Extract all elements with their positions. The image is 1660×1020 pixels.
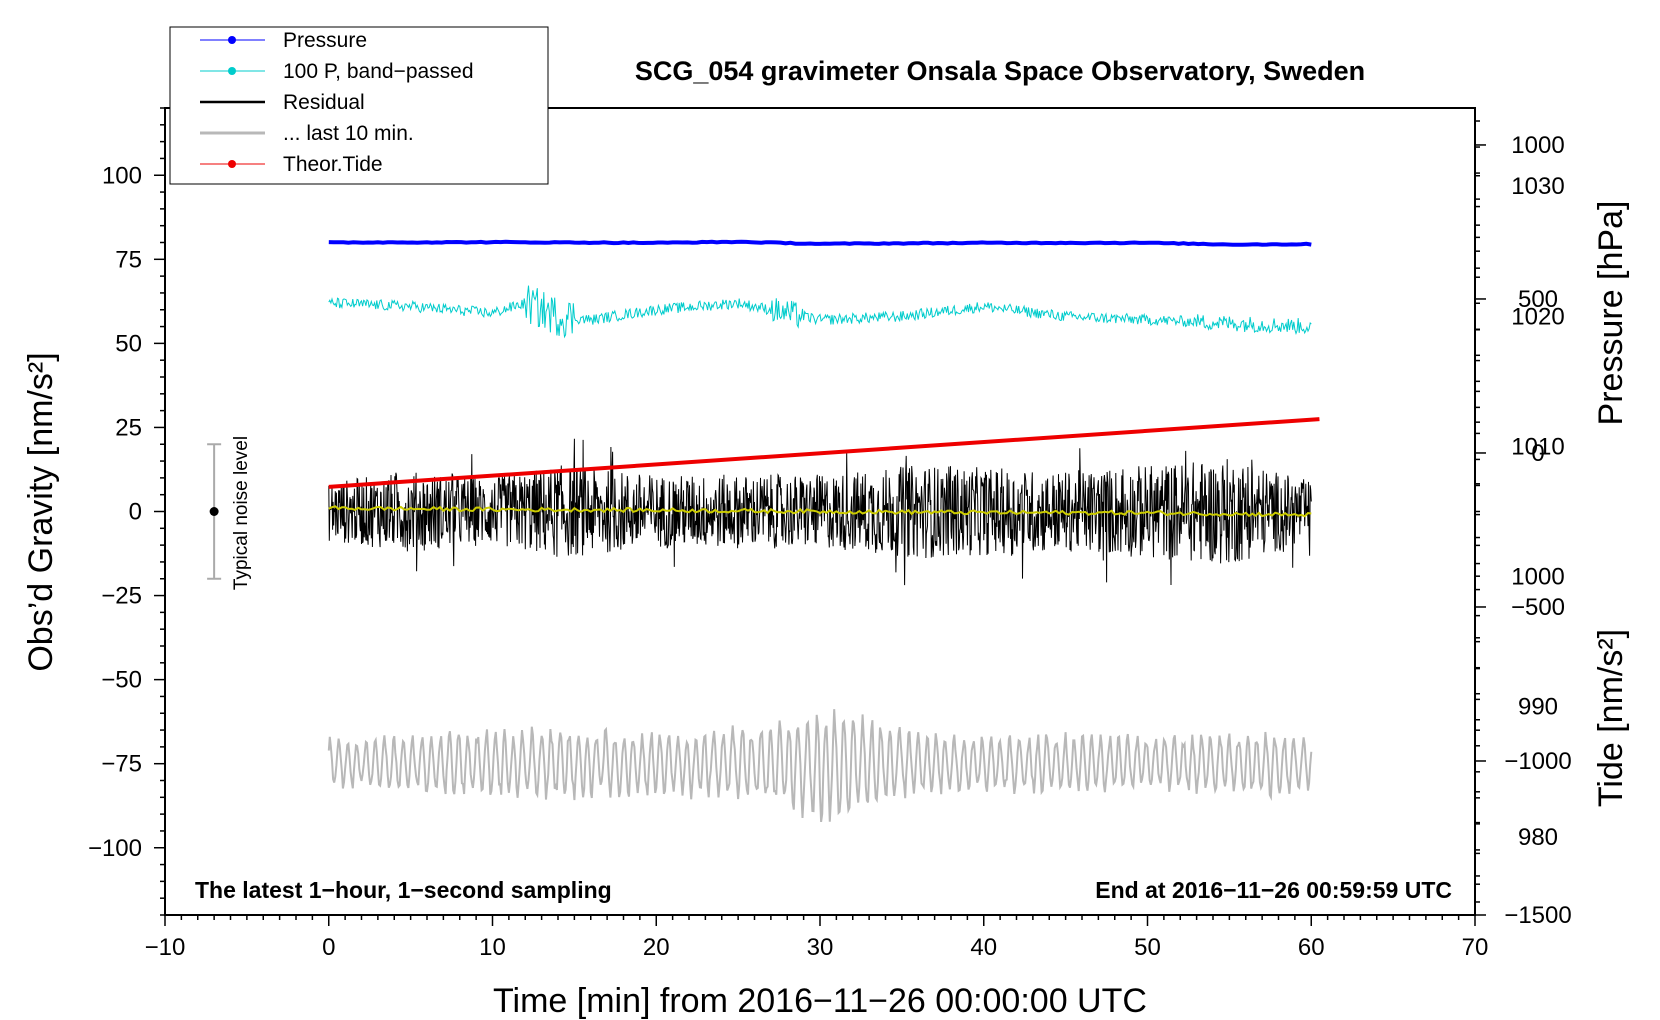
x-tick-label: 70 <box>1462 934 1489 961</box>
legend-label-tide: Theor.Tide <box>283 153 383 176</box>
x-tick-label: 30 <box>807 934 834 961</box>
y-tick-label: 50 <box>115 330 142 357</box>
y-tick-label: −75 <box>101 751 142 778</box>
sampling-note: The latest 1−hour, 1−second sampling <box>195 877 612 903</box>
pressure-tick-labels: 1030 1020 1010 1000 990 980 <box>1511 173 1564 851</box>
y-tick-label: −100 <box>88 835 142 862</box>
series-tide-line <box>328 417 1320 489</box>
end-time-note: End at 2016−11−26 00:59:59 UTC <box>1095 877 1452 903</box>
series-residual-line <box>328 438 1312 586</box>
pressure-tick-label: 1000 <box>1511 564 1564 591</box>
legend-label-pressure: Pressure <box>283 29 367 52</box>
residual-moving-average-line <box>328 505 1312 518</box>
legend-marker-bandpassed <box>228 67 236 75</box>
pressure-tick-label: 1010 <box>1511 433 1564 460</box>
x-tick-label: 40 <box>970 934 997 961</box>
legend-label-last10: ... last 10 min. <box>283 122 414 145</box>
tide-axis-title: Tide [nm/s²] <box>1592 629 1630 807</box>
tide-tick-label: −1000 <box>1504 748 1571 775</box>
y-tick-label: 0 <box>129 499 142 526</box>
x-tick-label: 50 <box>1134 934 1161 961</box>
noise-bar-dot <box>209 507 219 516</box>
legend-marker-tide <box>228 160 236 168</box>
noise-level-label: Typical noise level <box>231 436 252 590</box>
legend-box <box>169 26 549 185</box>
series-last10-line <box>327 709 1313 823</box>
y-tick-label: 25 <box>115 414 142 441</box>
x-tick-label: 20 <box>643 934 670 961</box>
chart-title: SCG_054 gravimeter Onsala Space Observat… <box>635 56 1365 86</box>
x-tick-label: −10 <box>145 934 186 961</box>
y-tick-label: −25 <box>101 583 142 610</box>
x-tick-label: 10 <box>479 934 506 961</box>
tide-tick-label: 1000 <box>1511 132 1564 159</box>
x-tick-label: 60 <box>1298 934 1325 961</box>
pressure-tick-label: 1030 <box>1511 173 1564 200</box>
y-tick-label: 75 <box>115 246 142 273</box>
pressure-tick-label: 980 <box>1518 824 1558 851</box>
legend-marker-pressure <box>228 36 236 44</box>
tide-tick-labels: 1000 500 0 −500 −1000 −1500 <box>1504 132 1571 929</box>
y-tick-labels: 100 75 50 25 0 −25 −50 −75 −100 <box>88 162 142 862</box>
pressure-tick-label: 1020 <box>1511 303 1564 330</box>
x-axis-title: Time [min] from 2016−11−26 00:00:00 UTC <box>493 982 1147 1020</box>
y-axis-title: Obs’d Gravity [nm/s²] <box>22 352 60 671</box>
y-tick-label: 100 <box>102 162 142 189</box>
tide-tick-label: −1500 <box>1504 902 1571 929</box>
legend-label-bandpassed: 100 P, band−passed <box>283 60 474 83</box>
series-layer <box>327 239 1320 823</box>
tick-layer <box>154 107 1486 926</box>
pressure-axis-title: Pressure [hPa] <box>1592 201 1630 426</box>
legend-label-residual: Residual <box>283 91 365 114</box>
y-tick-label: −50 <box>101 667 142 694</box>
pressure-tick-label: 990 <box>1518 694 1558 721</box>
tide-tick-label: 500 <box>1518 286 1558 313</box>
series-pressure-line <box>328 239 1312 247</box>
series-bandpassed-line <box>328 285 1312 339</box>
x-tick-labels: −10 0 10 20 30 40 50 60 70 <box>145 934 1489 961</box>
tide-tick-label: −500 <box>1511 594 1565 621</box>
noise-level-indicator <box>207 443 222 580</box>
legend: Pressure 100 P, band−passed Residual ... la… <box>169 26 549 185</box>
x-tick-label: 0 <box>322 934 335 961</box>
tide-tick-label: 0 <box>1531 440 1544 467</box>
